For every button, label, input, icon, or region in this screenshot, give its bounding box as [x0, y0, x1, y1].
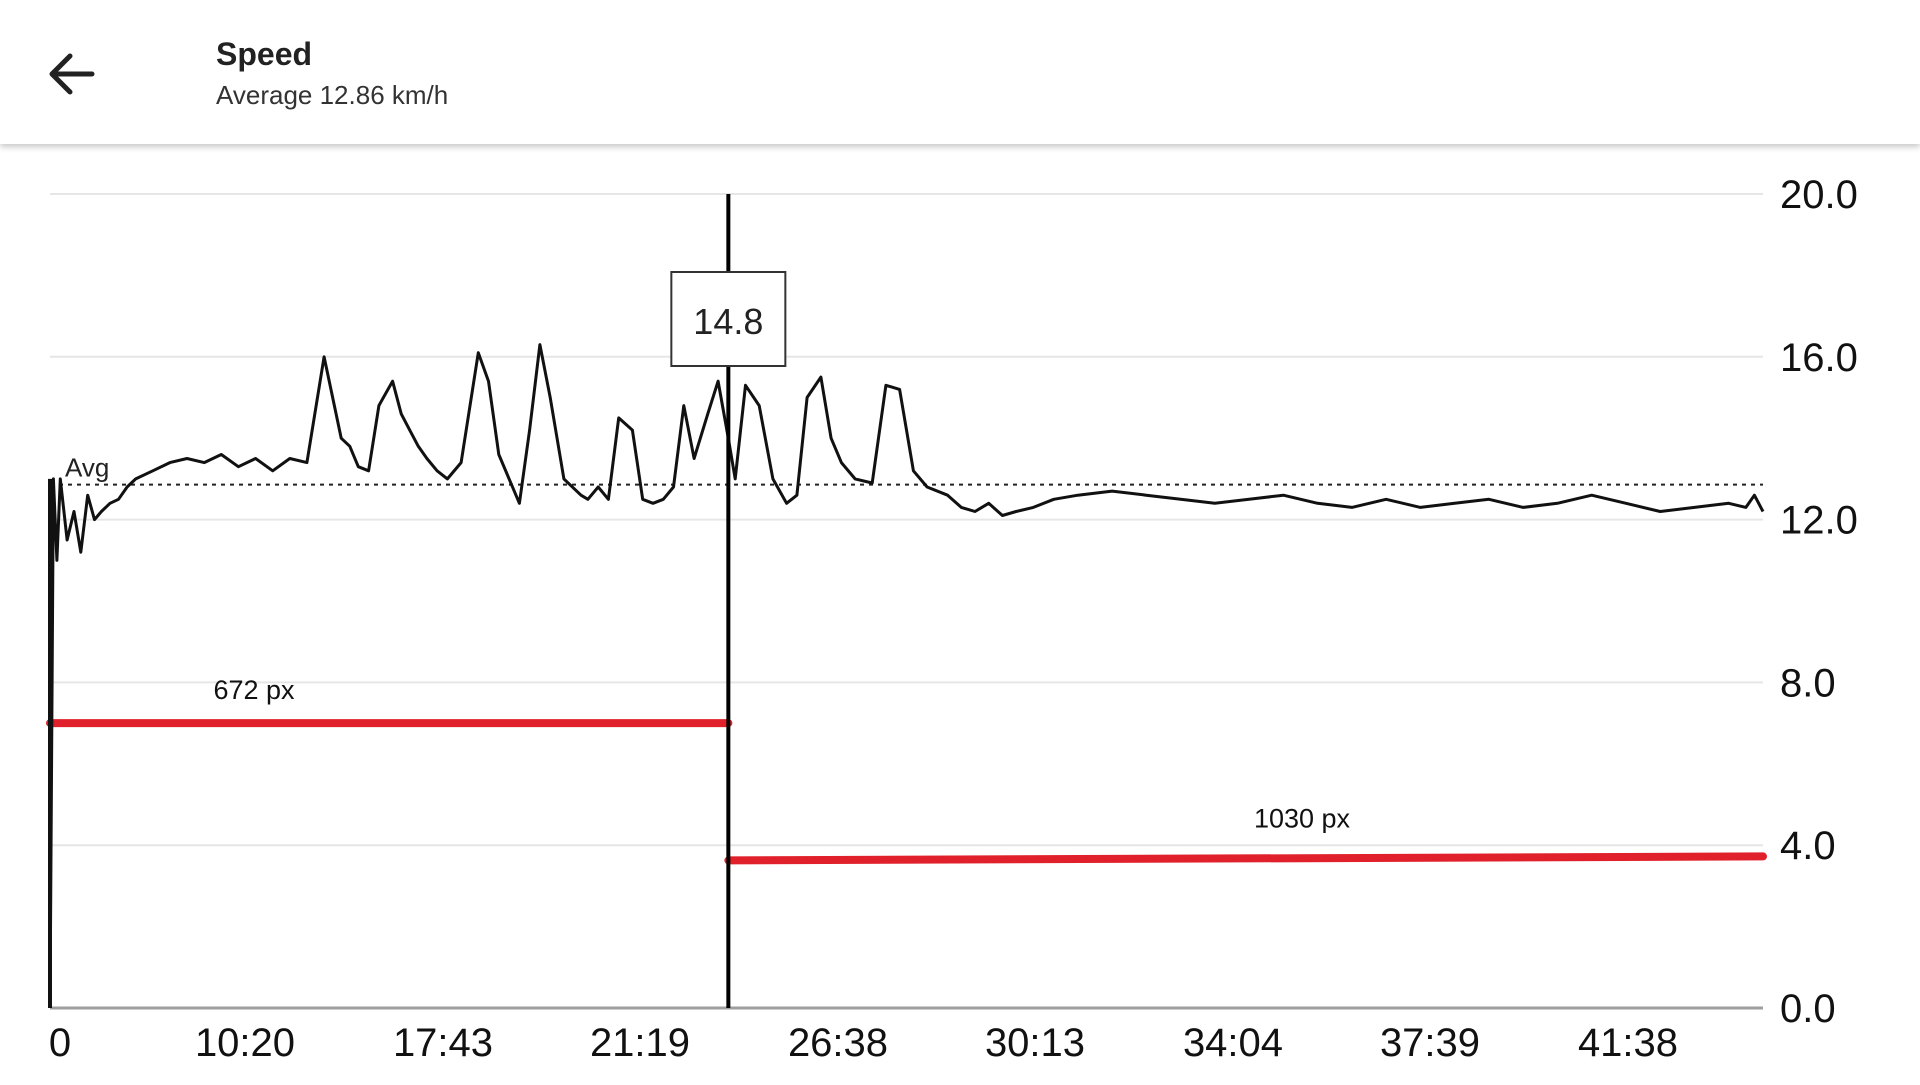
- x-tick-label: 37:39: [1380, 1021, 1480, 1065]
- x-tick-label: 10:20: [195, 1021, 295, 1065]
- y-tick-label: 16.0: [1780, 336, 1858, 380]
- speed-series-line: [48, 343, 1765, 1009]
- speed-chart[interactable]: 0.0 4.0 8.0 12.0 16.0 20.0 0 10:20 17:43 21:19 26:…: [0, 144, 1920, 1080]
- page-title: Speed: [216, 36, 313, 72]
- x-tick-label: 21:19: [590, 1021, 690, 1065]
- y-tick-label: 12.0: [1780, 499, 1858, 543]
- app-bar: Speed Average 12.86 km/h: [0, 0, 1920, 144]
- speed-chart-area: 0.0 4.0 8.0 12.0 16.0 20.0 0 10:20 17:43 21:19 26:…: [0, 144, 1920, 1080]
- x-tick-label: 34:04: [1183, 1021, 1283, 1065]
- y-tick-label: 0.0: [1780, 987, 1836, 1031]
- y-tick-label: 4.0: [1780, 824, 1836, 868]
- back-button[interactable]: [34, 36, 110, 112]
- page-subtitle: Average 12.86 km/h: [216, 80, 449, 110]
- y-tick-label: 8.0: [1780, 661, 1836, 705]
- x-tick-label: 41:38: [1578, 1021, 1678, 1065]
- average-label: Avg: [65, 453, 109, 483]
- annotation-label: 1030 px: [1254, 803, 1351, 833]
- cursor-value-label: 14.8: [693, 301, 763, 342]
- x-tick-label: 0: [49, 1021, 71, 1065]
- y-tick-label: 20.0: [1780, 173, 1858, 217]
- x-tick-label: 30:13: [985, 1021, 1085, 1065]
- arrow-left-icon: [49, 53, 95, 95]
- x-tick-label: 17:43: [393, 1021, 493, 1065]
- annotation-line: [724, 852, 1767, 865]
- cursor-value-box: [670, 271, 787, 367]
- x-tick-label: 26:38: [788, 1021, 888, 1065]
- annotation-label: 672 px: [213, 675, 295, 705]
